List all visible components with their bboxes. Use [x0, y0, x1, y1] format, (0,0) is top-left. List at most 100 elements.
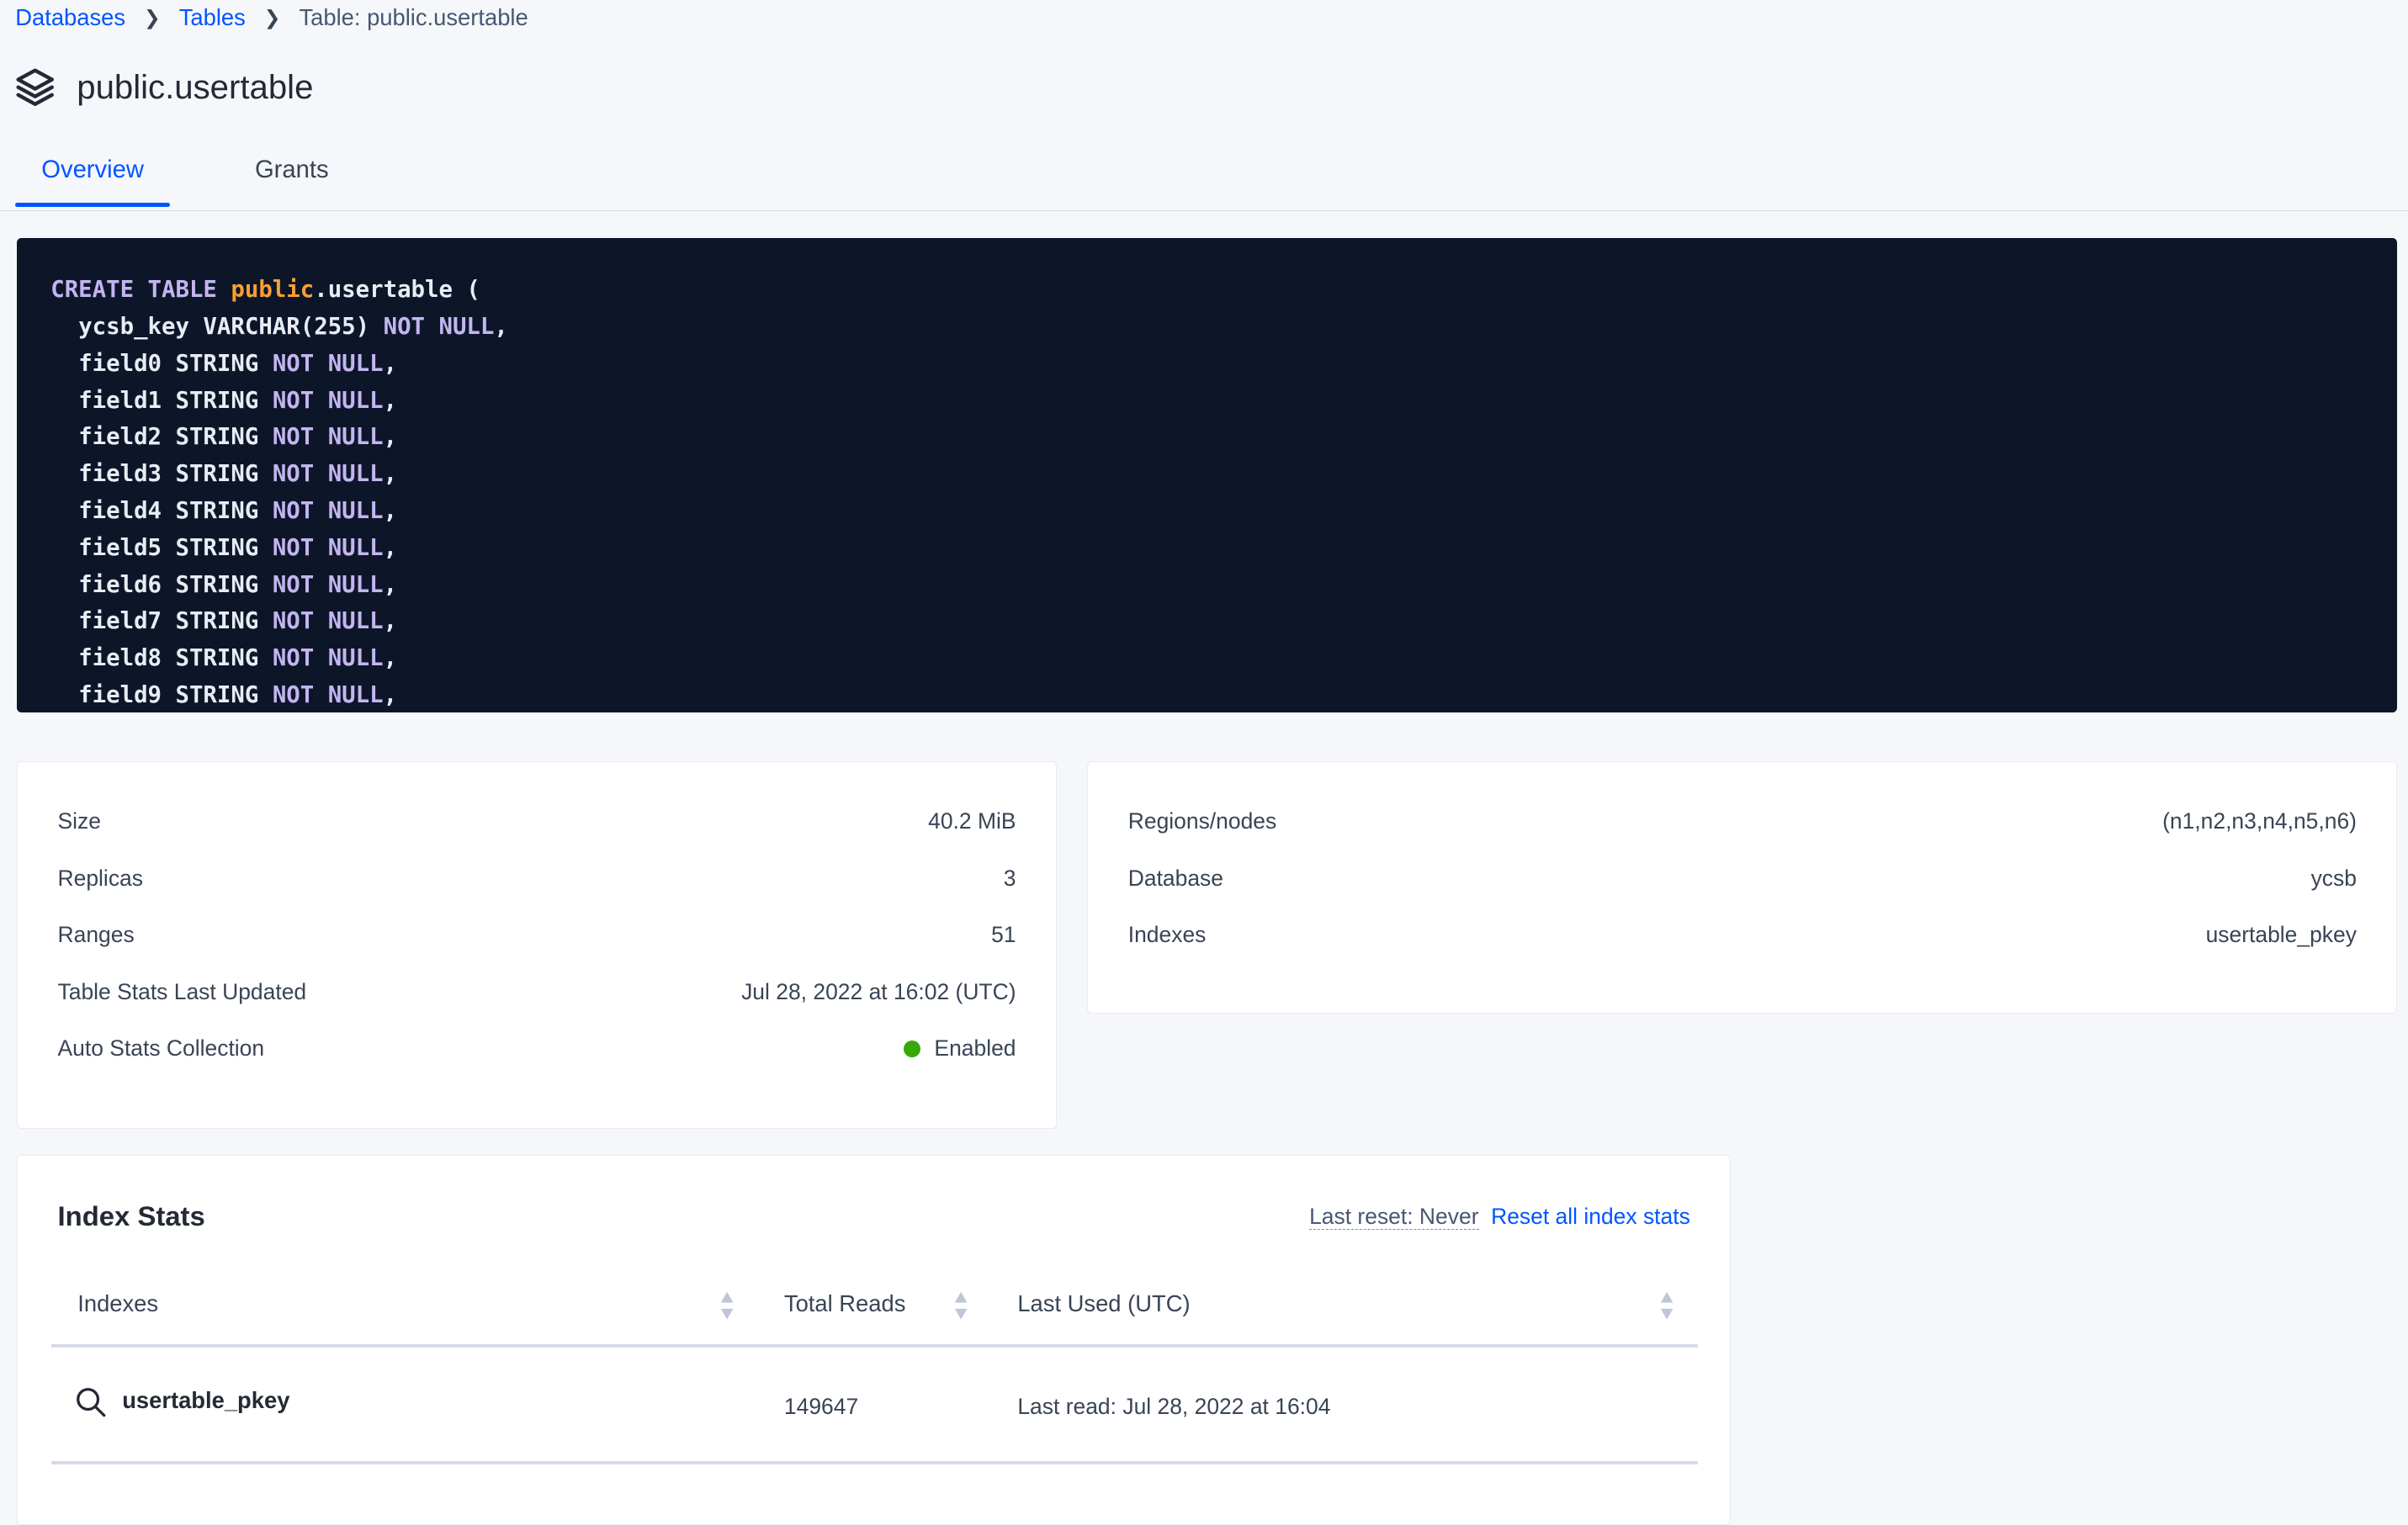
column-def: field4 STRING	[78, 497, 259, 524]
last-used-value: Last read: Jul 28, 2022 at 16:04	[1017, 1393, 1331, 1419]
tab-bar: Overview Grants	[0, 147, 2408, 212]
index-stats-title: Index Stats	[57, 1199, 205, 1231]
search-icon	[77, 1388, 106, 1417]
summary-row: Size 40.2 MiB	[58, 808, 1016, 834]
last-reset-label: Last reset: Never	[1309, 1204, 1479, 1231]
punct: ,	[383, 350, 398, 377]
summary-value: ycsb	[2311, 866, 2357, 892]
summary-row: Auto Stats Collection Enabled	[58, 1035, 1016, 1062]
summary-value-text: Jul 28, 2022 at 16:02 (UTC)	[741, 978, 1016, 1004]
reset-all-index-stats-link[interactable]: Reset all index stats	[1491, 1204, 1690, 1230]
summary-value: Enabled	[903, 1035, 1016, 1062]
sort-icon[interactable]	[719, 1290, 735, 1321]
tab-overview[interactable]: Overview	[15, 156, 170, 208]
summary-label: Indexes	[1127, 922, 1207, 948]
column-def: field0 STRING	[78, 350, 259, 377]
sort-icon[interactable]	[1659, 1290, 1674, 1321]
summary-row: Replicas 3	[58, 866, 1016, 892]
column-def: field6 STRING	[78, 571, 259, 598]
column-def: field5 STRING	[78, 534, 259, 561]
summary-value: Jul 28, 2022 at 16:02 (UTC)	[741, 979, 1016, 1005]
keyword: CREATE TABLE	[50, 277, 217, 304]
summary-value: 51	[991, 922, 1016, 948]
keyword: NOT NULL	[272, 424, 384, 451]
row-divider	[51, 1460, 1698, 1464]
column-def: ycsb_key VARCHAR(255)	[78, 313, 370, 340]
summary-value: 40.2 MiB	[928, 808, 1016, 834]
keyword: NOT NULL	[272, 645, 384, 672]
stack-icon	[16, 68, 55, 107]
summary-label: Replicas	[57, 865, 143, 891]
punct: ,	[383, 571, 398, 598]
ddl-code: CREATE TABLE public.usertable ( ycsb_key…	[17, 238, 2397, 712]
summary-value-text: 40.2 MiB	[928, 808, 1016, 834]
tab-grants[interactable]: Grants	[254, 156, 329, 184]
keyword: NOT NULL	[272, 497, 384, 524]
summary-row: Table Stats Last Updated Jul 28, 2022 at …	[58, 979, 1016, 1005]
index-name-link[interactable]: usertable_pkey	[122, 1387, 290, 1414]
column-def: field2 STRING	[78, 424, 259, 451]
table-ident: .usertable (	[314, 277, 480, 304]
punct: ,	[383, 534, 398, 561]
breadcrumb-tables[interactable]: Tables	[178, 4, 246, 31]
create-statement: CREATE TABLE public.usertable ( ycsb_key…	[17, 237, 2398, 712]
summary-value: (n1,n2,n3,n4,n5,n6)	[2162, 808, 2357, 834]
breadcrumb: Databases ❯ Tables ❯ Table: public.usert…	[15, 4, 528, 31]
keyword: NOT NULL	[272, 461, 384, 488]
column-header-last-used[interactable]: Last Used (UTC)	[1017, 1290, 1191, 1317]
sort-icon[interactable]	[953, 1290, 968, 1321]
summary-value-text: ycsb	[2310, 865, 2357, 891]
breadcrumb-current: Table: public.usertable	[299, 4, 528, 31]
column-header-indexes[interactable]: Indexes	[77, 1290, 159, 1317]
punct: ,	[383, 424, 398, 451]
punct: ,	[383, 608, 398, 635]
punct: ,	[383, 387, 398, 414]
breadcrumb-databases[interactable]: Databases	[15, 4, 126, 31]
keyword: NOT NULL	[272, 682, 384, 708]
punct: ,	[383, 645, 398, 672]
summary-value-text: Enabled	[934, 1035, 1016, 1062]
status-dot-icon	[903, 1040, 920, 1058]
column-header-total-reads[interactable]: Total Reads	[783, 1290, 906, 1317]
summary-row: Database ycsb	[1128, 866, 2357, 892]
summary-label: Regions/nodes	[1127, 808, 1277, 834]
punct: ,	[383, 461, 398, 488]
keyword: NOT NULL	[272, 534, 384, 561]
index-stats-actions: Last reset: Never Reset all index stats	[1309, 1203, 1690, 1231]
table-summary-card: Size 40.2 MiB Replicas 3 Ranges 51 Table Stats…	[17, 761, 1057, 1129]
summary-value-text: usertable_pkey	[2205, 922, 2357, 948]
summary-label: Auto Stats Collection	[57, 1035, 265, 1062]
keyword: NOT NULL	[272, 571, 384, 598]
column-def: field1 STRING	[78, 387, 259, 414]
summary-value-text: 3	[1003, 865, 1016, 891]
table-details-card: Regions/nodes (n1,n2,n3,n4,n5,n6) Database…	[1087, 761, 2398, 1014]
summary-value-text: 51	[991, 922, 1016, 948]
page-title: public.usertable	[15, 67, 313, 107]
index-stats-card: Index Stats Last reset: Never Reset all i…	[17, 1154, 1732, 1525]
chevron-right-icon: ❯	[143, 7, 161, 29]
punct: ,	[494, 313, 508, 340]
total-reads-value: 149647	[783, 1393, 859, 1419]
keyword: NOT NULL	[272, 350, 384, 377]
summary-value: 3	[1004, 866, 1016, 892]
summary-value: usertable_pkey	[2206, 922, 2357, 948]
summary-label: Ranges	[57, 922, 135, 948]
summary-row: Ranges 51	[58, 922, 1016, 948]
chevron-right-icon: ❯	[263, 7, 281, 29]
header-divider	[51, 1344, 1698, 1348]
keyword: NOT NULL	[272, 387, 384, 414]
column-def: field7 STRING	[78, 608, 259, 635]
table-row: usertable_pkey 149647 Last read: Jul 28,…	[51, 1348, 1698, 1463]
column-def: field3 STRING	[78, 461, 259, 488]
table-name: public.usertable	[77, 68, 314, 107]
schema-name: public	[231, 277, 315, 304]
summary-label: Table Stats Last Updated	[57, 978, 307, 1004]
column-def: field8 STRING	[78, 645, 259, 672]
punct: ,	[383, 497, 398, 524]
summary-row: Regions/nodes (n1,n2,n3,n4,n5,n6)	[1128, 808, 2357, 834]
punct: ,	[383, 682, 398, 708]
summary-row: Indexes usertable_pkey	[1128, 922, 2357, 948]
summary-label: Database	[1127, 865, 1223, 891]
keyword: NOT NULL	[272, 608, 384, 635]
column-def: field9 STRING	[78, 682, 259, 708]
